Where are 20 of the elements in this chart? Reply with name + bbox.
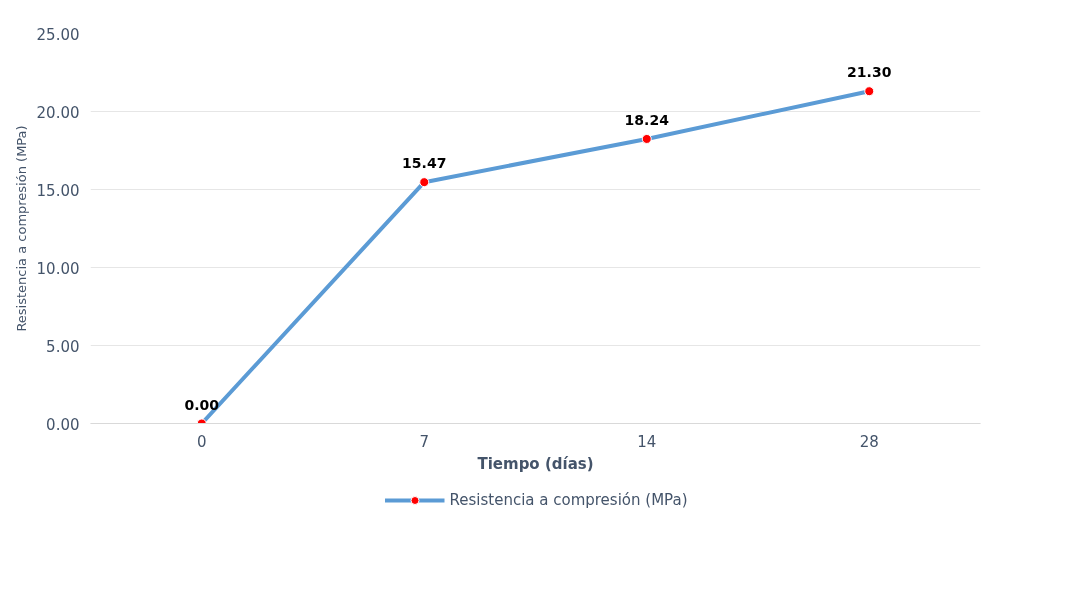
x-axis-title: Tiempo (días) bbox=[477, 454, 594, 473]
x-tick-label: 0 bbox=[196, 432, 207, 451]
y-tick-label: 5.00 bbox=[46, 337, 80, 356]
data-label: 21.30 bbox=[847, 64, 892, 81]
data-label: 18.24 bbox=[624, 111, 670, 128]
legend-label: Resistencia a compresión (MPa) bbox=[449, 491, 688, 509]
y-tick-label: 20.00 bbox=[36, 103, 80, 122]
x-tick-label: 14 bbox=[637, 432, 657, 451]
y-tick-label: 0.00 bbox=[46, 415, 80, 434]
y-axis-title: Resistencia a compresión (MPa) bbox=[13, 125, 29, 332]
data-label: 0.00 bbox=[184, 396, 220, 413]
y-tick-label: 25.00 bbox=[36, 25, 80, 44]
x-tick-label: 28 bbox=[859, 432, 879, 451]
point bbox=[864, 86, 875, 97]
x-tick-label: 7 bbox=[419, 432, 430, 451]
point bbox=[641, 133, 652, 144]
y-tick-label: 10.00 bbox=[36, 259, 80, 278]
point bbox=[419, 177, 430, 188]
y-tick-label: 15.00 bbox=[36, 181, 80, 200]
data-label: 15.47 bbox=[402, 155, 447, 172]
